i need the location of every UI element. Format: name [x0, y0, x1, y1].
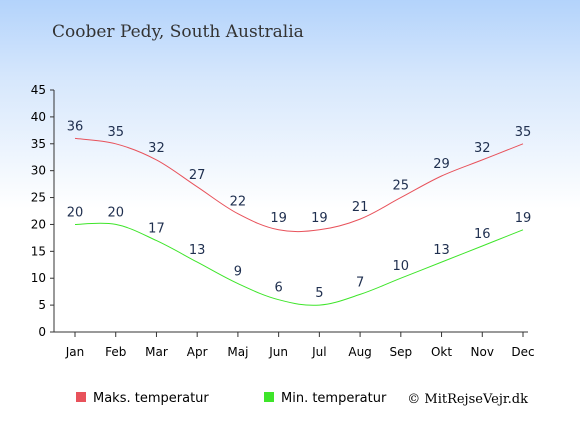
- y-tick-label: 25: [31, 191, 46, 205]
- data-label-max: 27: [189, 168, 206, 183]
- data-label-min: 19: [515, 211, 532, 226]
- data-label-max: 35: [107, 125, 124, 140]
- chart-title: Coober Pedy, South Australia: [52, 22, 304, 42]
- legend-swatch-min: [264, 392, 274, 402]
- x-tick-label: Aug: [348, 345, 371, 359]
- data-label-max: 19: [311, 211, 328, 226]
- data-label-min: 16: [474, 227, 491, 242]
- y-ticks: 0 5 10 15 20 25 30 35 40 45: [31, 83, 54, 339]
- y-tick-label: 20: [31, 217, 46, 231]
- data-label-max: 32: [148, 141, 165, 156]
- data-label-max: 29: [433, 157, 450, 172]
- y-tick-label: 35: [31, 137, 46, 151]
- data-label-max: 21: [352, 200, 369, 215]
- x-tick-label: Jul: [311, 345, 326, 359]
- x-tick-label: Jan: [65, 345, 85, 359]
- x-tick-label: Sep: [390, 345, 413, 359]
- y-tick-label: 15: [31, 244, 46, 258]
- y-tick-label: 0: [38, 325, 46, 339]
- legend: Maks. temperatur Min. temperatur: [76, 391, 387, 406]
- series-lines: [74, 137, 524, 306]
- legend-swatch-max: [76, 392, 86, 402]
- y-tick-label: 40: [31, 110, 46, 124]
- x-tick-label: Dec: [511, 345, 534, 359]
- x-tick-label: Apr: [187, 345, 208, 359]
- credit-text: © MitRejseVejr.dk: [407, 392, 528, 407]
- data-labels: 36 35 32 27 22 19 19 21 25 29 32 35 20 20 17 13 9 6 5 7 10 13…: [67, 119, 532, 301]
- data-label-min: 6: [274, 281, 282, 296]
- x-tick-label: Nov: [471, 345, 494, 359]
- y-tick-label: 5: [38, 298, 46, 312]
- data-label-min: 5: [315, 286, 323, 301]
- y-tick-label: 10: [31, 271, 46, 285]
- data-label-min: 10: [393, 259, 410, 274]
- data-label-min: 17: [148, 222, 165, 237]
- y-tick-label: 45: [31, 83, 46, 97]
- x-tick-label: Mar: [145, 345, 168, 359]
- data-label-max: 36: [67, 119, 84, 134]
- legend-label-max: Maks. temperatur: [93, 391, 209, 406]
- data-label-max: 35: [515, 125, 532, 140]
- data-label-min: 20: [67, 205, 84, 220]
- data-label-min: 13: [189, 243, 206, 258]
- x-ticks: Jan Feb Mar Apr Maj Jun Jul Aug Sep Okt Nov Dec: [65, 332, 535, 359]
- data-label-min: 20: [107, 205, 124, 220]
- x-tick-label: Feb: [105, 345, 126, 359]
- data-label-max: 22: [230, 195, 247, 210]
- x-tick-label: Maj: [227, 345, 248, 359]
- x-tick-label: Okt: [431, 345, 452, 359]
- data-label-min: 9: [234, 265, 242, 280]
- y-tick-label: 30: [31, 164, 46, 178]
- data-label-min: 7: [356, 275, 364, 290]
- series-line-min: [74, 222, 524, 306]
- series-line-max: [74, 137, 524, 233]
- data-label-max: 19: [270, 211, 287, 226]
- data-label-max: 25: [393, 179, 410, 194]
- legend-label-min: Min. temperatur: [281, 391, 387, 406]
- x-tick-label: Jun: [268, 345, 288, 359]
- data-label-min: 13: [433, 243, 450, 258]
- data-label-max: 32: [474, 141, 491, 156]
